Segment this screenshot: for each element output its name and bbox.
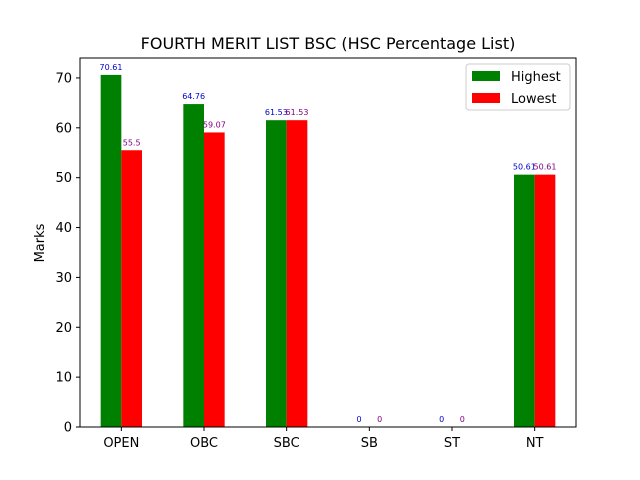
y-tick-label: 40 [55,221,72,236]
bar-lowest-sbc [286,120,308,427]
bar-lowest-obc [204,132,225,427]
legend-swatch-lowest [472,93,500,103]
x-tick-label-nt: NT [526,436,544,451]
data-label-lowest-sbc: 61.53 [286,108,309,117]
data-label-highest-open: 70.61 [100,63,123,72]
y-tick-label: 10 [55,371,72,386]
x-tick-label-sbc: SBC [274,436,300,451]
y-tick-label: 0 [64,421,72,436]
y-tick-label: 20 [55,321,72,336]
bar-highest-open [100,74,122,428]
legend-swatch-highest [472,71,500,81]
legend-label-highest: Highest [511,70,561,85]
y-tick-label: 50 [55,171,72,186]
data-label-highest-obc: 64.76 [182,92,205,101]
data-label-lowest-sb: 0 [377,415,382,424]
data-label-highest-sb: 0 [356,415,361,424]
data-label-lowest-st: 0 [460,415,465,424]
y-tick-label: 60 [55,121,72,136]
axes-frame [79,57,577,428]
y-tick-label: 30 [55,271,72,286]
x-tick-label-open: OPEN [103,436,139,451]
data-label-highest-nt: 50.61 [513,163,536,172]
x-tick-label-sb: SB [361,436,378,451]
data-label-highest-st: 0 [439,415,444,424]
data-label-lowest-open: 55.5 [123,138,141,147]
legend-label-lowest: Lowest [511,92,556,107]
data-label-highest-sbc: 61.53 [265,108,288,117]
y-tick-label: 70 [55,71,72,86]
legend: Highest Lowest [465,63,571,111]
data-label-lowest-obc: 59.07 [203,120,226,129]
x-tick-label-st: ST [444,436,460,451]
bar-highest-nt [514,174,535,427]
x-tick-label-obc: OBC [190,436,218,451]
bar-lowest-open [121,150,142,427]
y-axis-label: Marks [33,223,48,262]
plot-area: 70.61 64.76 61.53 0 0 50.61 55.5 59.07 61.53 0 0 50… [55,57,577,451]
bar-highest-obc [183,104,204,427]
chart-title: FOURTH MERIT LIST BSC (HSC Percentage Li… [141,34,516,53]
bar-highest-sbc [266,120,287,427]
data-label-lowest-nt: 50.61 [534,163,557,172]
bar-lowest-nt [534,174,556,427]
